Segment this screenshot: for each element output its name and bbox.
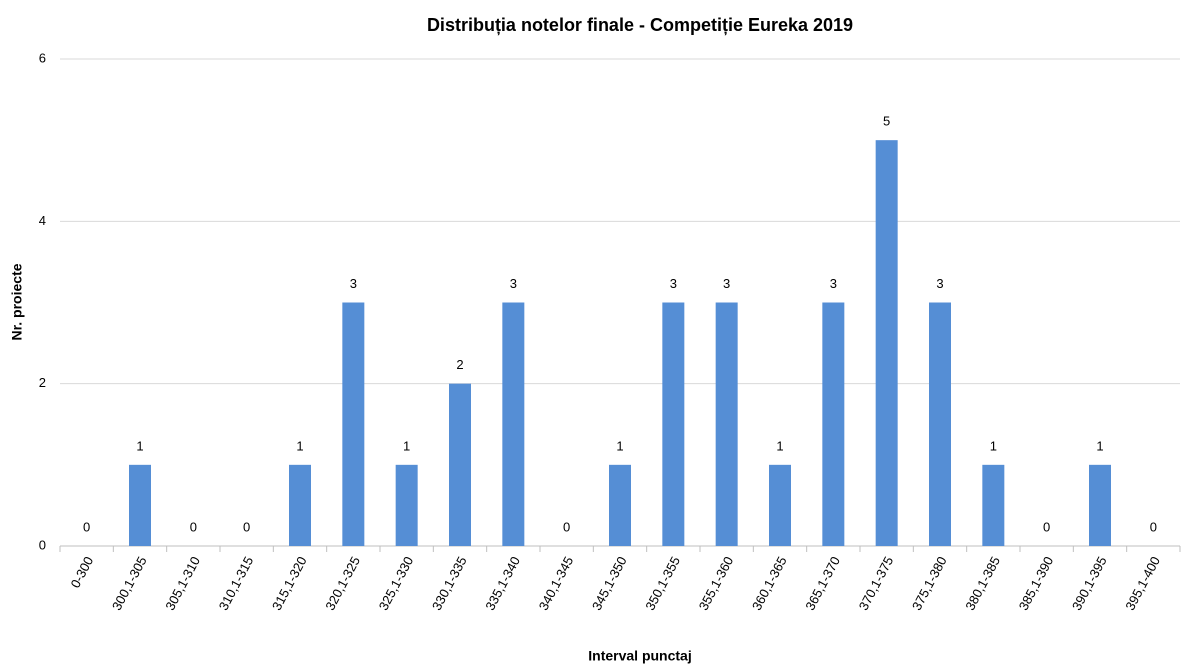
x-tick-label: 335,1-340 — [482, 554, 523, 613]
data-label: 1 — [1096, 438, 1103, 453]
y-tick-label: 0 — [39, 537, 46, 552]
data-label: 1 — [403, 438, 410, 453]
x-tick-label: 365,1-370 — [802, 554, 843, 613]
data-label: 1 — [776, 438, 783, 453]
x-tick-label: 315,1-320 — [269, 554, 310, 613]
data-label: 1 — [990, 438, 997, 453]
bar — [662, 302, 685, 546]
data-label: 3 — [723, 276, 730, 291]
bar — [502, 302, 525, 546]
bar — [609, 464, 631, 546]
data-label: 1 — [616, 438, 623, 453]
x-tick-label: 395,1-400 — [1122, 554, 1163, 613]
y-axis-label: Nr. proiecte — [9, 263, 25, 340]
x-tick-label: 380,1-385 — [962, 554, 1003, 613]
data-label: 1 — [296, 438, 303, 453]
bar — [769, 464, 791, 546]
x-tick-label: 305,1-310 — [162, 554, 203, 613]
x-tick-label: 355,1-360 — [696, 554, 737, 613]
chart-title: Distribuția notelor finale - Competiție … — [427, 15, 853, 35]
bar — [342, 302, 365, 546]
data-label: 3 — [830, 276, 837, 291]
data-label: 2 — [456, 357, 463, 372]
x-tick-label: 370,1-375 — [856, 554, 897, 613]
x-tick-label: 300,1-305 — [109, 554, 150, 613]
data-label: 0 — [83, 519, 90, 534]
data-label: 3 — [510, 276, 517, 291]
x-axis-label: Interval punctaj — [588, 648, 691, 664]
x-tick-label: 375,1-380 — [909, 554, 950, 613]
bar — [822, 302, 845, 546]
data-label: 0 — [243, 519, 250, 534]
bar — [129, 464, 151, 546]
y-tick-label: 2 — [39, 375, 46, 390]
data-label: 5 — [883, 114, 890, 129]
data-label: 3 — [670, 276, 677, 291]
data-label: 0 — [563, 519, 570, 534]
x-tick-label: 310,1-315 — [216, 554, 257, 613]
x-tick-label: 390,1-395 — [1069, 554, 1110, 613]
x-tick-label: 350,1-355 — [642, 554, 683, 613]
bar — [395, 464, 418, 546]
x-tick-label: 345,1-350 — [589, 554, 630, 613]
data-label: 0 — [1150, 519, 1157, 534]
x-tick-label: 330,1-335 — [429, 554, 470, 613]
data-label: 1 — [136, 438, 143, 453]
data-label: 3 — [936, 276, 943, 291]
bar — [1089, 464, 1111, 546]
x-tick-label: 0-300 — [67, 554, 96, 590]
y-tick-label: 6 — [39, 50, 46, 65]
data-label: 3 — [350, 276, 357, 291]
data-label: 0 — [190, 519, 197, 534]
x-tick-label: 385,1-390 — [1016, 554, 1057, 613]
x-tick-label: 325,1-330 — [376, 554, 417, 613]
x-tick-label: 360,1-365 — [749, 554, 790, 613]
bar — [715, 302, 738, 546]
bar — [449, 383, 471, 546]
x-tick-label: 320,1-325 — [322, 554, 363, 613]
bar — [982, 464, 1005, 546]
x-tick-label: 340,1-345 — [536, 554, 577, 613]
bar — [875, 140, 898, 546]
data-label: 0 — [1043, 519, 1050, 534]
y-tick-label: 4 — [39, 213, 46, 228]
bar — [929, 302, 951, 546]
bar — [289, 464, 311, 546]
